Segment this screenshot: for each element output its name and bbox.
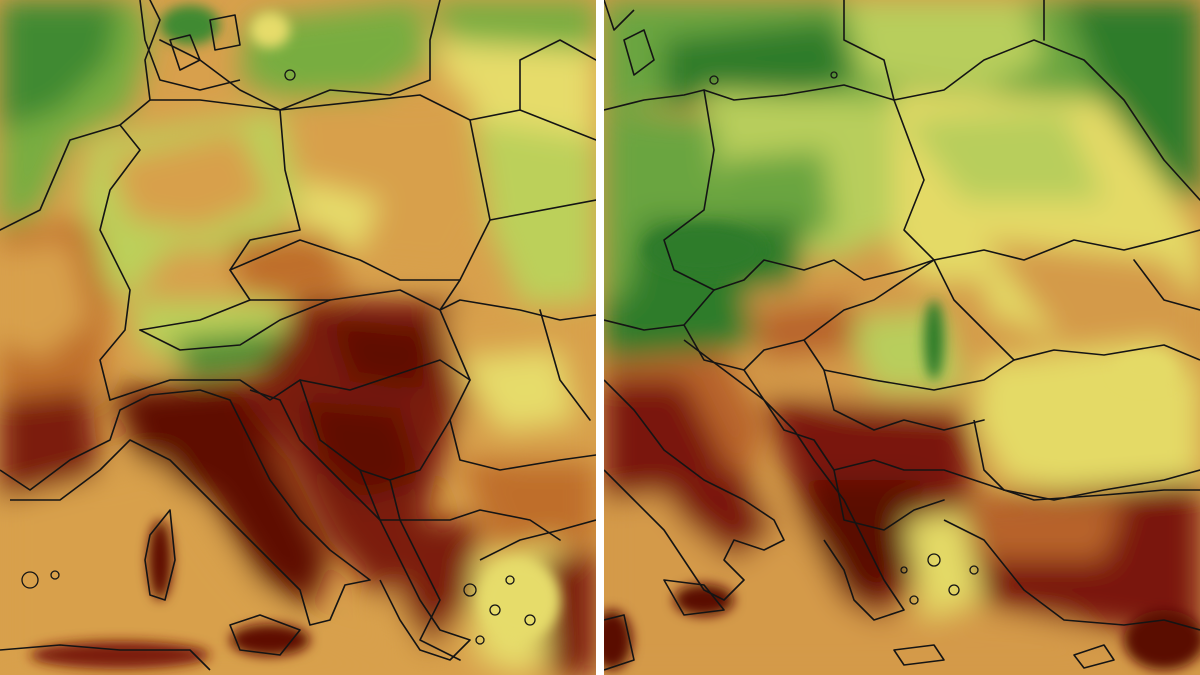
right-map-svg xyxy=(604,0,1200,675)
right-detail-field xyxy=(604,224,1200,670)
right-islands xyxy=(709,71,979,605)
left-color-field xyxy=(0,0,596,675)
left-temperature-map xyxy=(0,0,596,675)
right-coastlines xyxy=(604,0,1200,671)
left-country-borders xyxy=(0,0,596,661)
left-islands xyxy=(21,69,536,645)
right-temperature-map xyxy=(604,0,1200,675)
left-map-svg xyxy=(0,0,596,675)
left-detail-field xyxy=(30,5,560,669)
panel-divider xyxy=(596,0,604,675)
right-country-borders xyxy=(604,0,1200,531)
left-coastlines xyxy=(0,0,596,671)
